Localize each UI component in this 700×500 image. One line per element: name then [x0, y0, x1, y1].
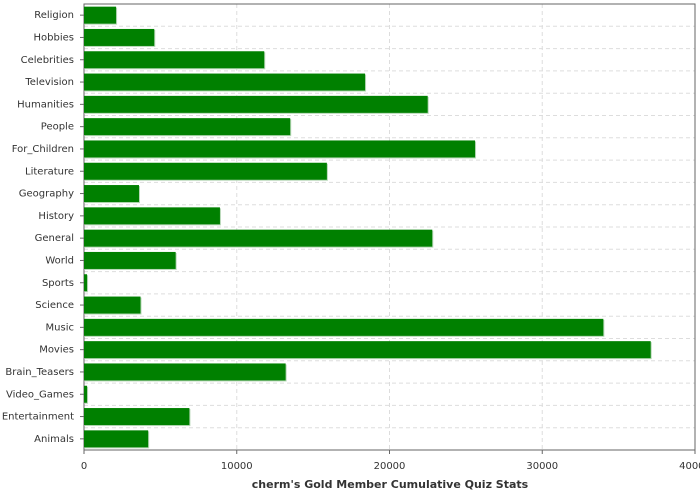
- x-tick-label: 40000: [679, 461, 700, 472]
- bar: [84, 408, 190, 426]
- x-tick-label: 0: [81, 461, 87, 472]
- plot-frame: [83, 3, 696, 451]
- bar: [84, 207, 220, 225]
- bar: [84, 51, 265, 69]
- y-tick-label: Movies: [39, 345, 74, 356]
- y-tick-label: For_Children: [12, 144, 74, 155]
- bar: [84, 251, 176, 269]
- bar: [84, 318, 604, 336]
- bar: [84, 95, 428, 113]
- x-tick-label: 10000: [221, 461, 253, 472]
- y-tick-label: World: [45, 255, 74, 266]
- bar: [84, 6, 117, 24]
- y-tick-label: Geography: [19, 189, 74, 200]
- y-tick-label: General: [35, 233, 74, 244]
- bar: [84, 296, 141, 314]
- y-tick-label: People: [41, 122, 74, 133]
- y-tick-label: Science: [35, 300, 74, 311]
- y-tick-label: Video_Games: [6, 389, 74, 400]
- y-tick-label: Humanities: [17, 99, 74, 110]
- y-tick-label: Television: [24, 77, 74, 88]
- y-tick-label: Music: [46, 322, 74, 333]
- x-tick-label: 30000: [526, 461, 558, 472]
- bar: [84, 341, 651, 359]
- x-axis-title: cherm's Gold Member Cumulative Quiz Stat…: [252, 478, 529, 491]
- y-tick-label: Literature: [25, 166, 74, 177]
- y-tick-label: Celebrities: [21, 55, 74, 66]
- bar: [84, 118, 291, 136]
- y-tick-label: Hobbies: [34, 32, 74, 43]
- bar: [84, 229, 433, 247]
- y-tick-label: History: [38, 211, 74, 222]
- bar: [84, 185, 139, 203]
- bar: [84, 140, 476, 158]
- bar: [84, 385, 88, 403]
- bar: [84, 430, 149, 448]
- bar: [84, 73, 366, 91]
- bar: [84, 28, 155, 46]
- y-tick-label: Animals: [34, 434, 74, 445]
- bar: [84, 363, 286, 381]
- y-tick-label: Entertainment: [2, 412, 74, 423]
- y-tick-label: Religion: [34, 10, 74, 21]
- bar: [84, 274, 88, 292]
- y-tick-label: Brain_Teasers: [5, 367, 74, 378]
- x-tick-label: 20000: [374, 461, 406, 472]
- bar: [84, 162, 327, 180]
- y-tick-label: Sports: [42, 278, 74, 289]
